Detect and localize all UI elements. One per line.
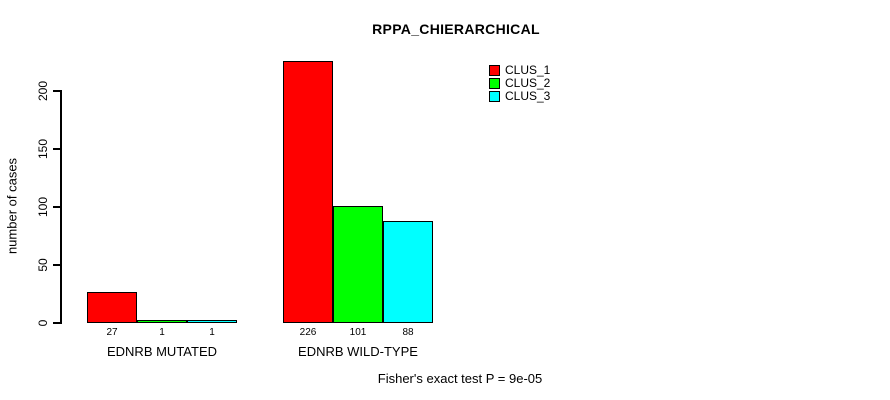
y-axis-label: number of cases	[4, 157, 20, 255]
y-tick-label: 0	[36, 319, 50, 326]
x-group-label: EDNRB WILD-TYPE	[298, 344, 418, 359]
bar-clus_3	[383, 221, 433, 323]
y-tick-mark	[53, 89, 61, 92]
bar-count-label: 226	[299, 327, 317, 338]
legend-item: CLUS_3	[489, 90, 550, 103]
y-tick-label: 50	[36, 257, 50, 272]
bar-count-label: 88	[402, 327, 414, 338]
chart-title: RPPA_CHIERARCHICAL	[372, 21, 540, 37]
y-tick-mark	[53, 147, 61, 150]
y-tick-label: 100	[36, 196, 50, 217]
legend-swatch-clus_1	[489, 65, 500, 76]
legend-item: CLUS_1	[489, 64, 550, 77]
bar-clus_1	[283, 61, 333, 323]
y-tick-mark	[53, 321, 61, 324]
bar-clus_1	[87, 292, 137, 323]
y-tick-mark	[53, 205, 61, 208]
bar-count-label: 101	[349, 327, 367, 338]
legend-swatch-clus_3	[489, 91, 500, 102]
legend-item: CLUS_2	[489, 77, 550, 90]
annotation-fisher-test: Fisher's exact test P = 9e-05	[377, 371, 543, 386]
legend: CLUS_1 CLUS_2 CLUS_3	[489, 64, 550, 103]
bar-clus_3	[187, 320, 237, 323]
y-tick-label: 150	[36, 138, 50, 159]
bar-clus_2	[137, 320, 187, 323]
legend-swatch-clus_2	[489, 78, 500, 89]
legend-label: CLUS_1	[505, 63, 551, 77]
bar-clus_2	[333, 206, 383, 323]
legend-label: CLUS_3	[505, 89, 551, 103]
y-tick-label: 200	[36, 80, 50, 101]
bar-count-label: 27	[106, 327, 118, 338]
bar-count-label: 1	[159, 327, 165, 338]
bar-count-label: 1	[209, 327, 215, 338]
y-tick-mark	[53, 263, 61, 266]
legend-label: CLUS_2	[505, 76, 551, 90]
y-axis-line	[60, 90, 62, 324]
x-group-label: EDNRB MUTATED	[106, 344, 218, 359]
